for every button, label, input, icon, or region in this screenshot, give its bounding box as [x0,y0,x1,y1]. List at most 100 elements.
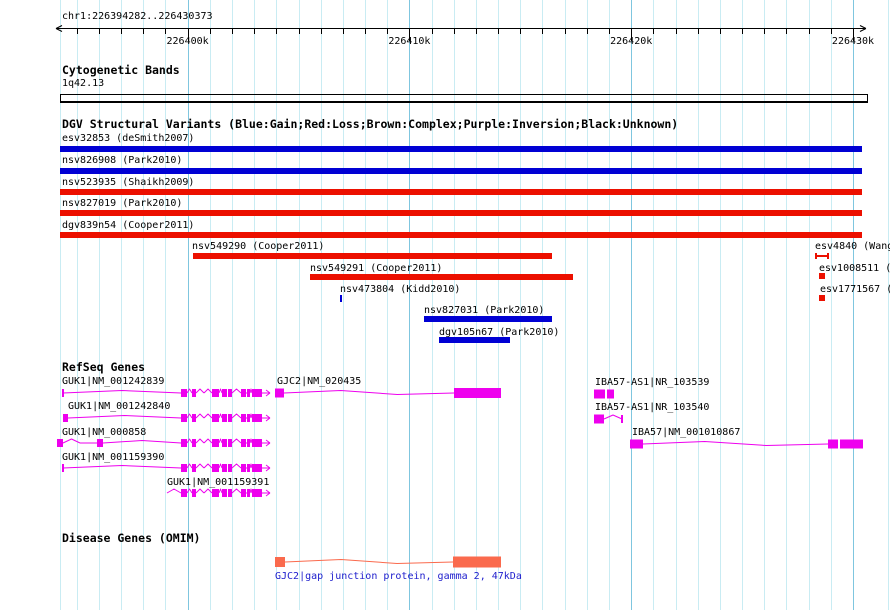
major-gridline [631,0,632,610]
gene-label[interactable]: GJC2|NM_020435 [277,376,362,387]
major-gridline [188,0,189,610]
gene-glyph[interactable] [59,459,274,477]
minor-gridline [165,0,166,610]
variant-bar[interactable] [60,168,862,174]
minor-gridline [676,0,677,610]
minor-gridline [587,0,588,610]
minor-gridline [653,0,654,610]
major-gridline [409,0,410,610]
minor-gridline [565,0,566,610]
variant-label[interactable]: dgv839n54 (Cooper2011) [62,220,195,231]
minor-gridline [720,0,721,610]
minor-gridline [121,0,122,610]
minor-gridline [498,0,499,610]
cytobands-header: Cytogenetic Bands [62,63,180,77]
gene-label[interactable]: GUK1|NM_000858 [62,427,147,438]
minor-gridline [520,0,521,610]
gene-label[interactable]: GUK1|NM_001159390 [62,452,165,463]
variant-label[interactable]: esv1008511 ( [819,263,890,274]
variant-tick[interactable] [340,295,342,302]
gene-glyph[interactable] [59,409,274,427]
variant-bar[interactable] [60,210,862,216]
variant-label[interactable]: esv4840 (Wang [815,241,890,252]
variant-label[interactable]: esv32853 (deSmith2007) [62,133,195,144]
minor-gridline [77,0,78,610]
minor-gridline [698,0,699,610]
dgv-header: DGV Structural Variants (Blue:Gain;Red:L… [62,117,679,131]
region-title: chr1:226394282..226430373 [62,11,213,22]
minor-gridline [276,0,277,610]
variant-label[interactable]: nsv826908 (Park2010) [62,155,183,166]
ruler-tick-label: 226430k [831,36,875,47]
ruler-tick-label: 226420k [610,36,653,47]
variant-label[interactable]: nsv549290 (Cooper2011) [192,241,325,252]
gene-glyph[interactable] [163,484,274,502]
gene-glyph[interactable] [271,553,505,571]
minor-gridline [542,0,543,610]
variant-bar[interactable] [60,146,862,152]
variant-bar[interactable] [424,316,552,322]
gene-glyph[interactable] [626,435,867,453]
minor-gridline [432,0,433,610]
ruler-tick-label: 226410k [388,36,431,47]
variant-label[interactable]: nsv827031 (Park2010) [424,305,545,316]
ruler-axis [55,25,867,41]
gene-glyph[interactable] [53,434,274,452]
gene-glyph[interactable] [59,384,274,402]
refseq-header: RefSeq Genes [62,360,146,374]
minor-gridline [210,0,211,610]
edge-gridline [60,0,61,610]
minor-gridline [742,0,743,610]
gene-glyph[interactable] [590,410,626,428]
variant-bar[interactable] [60,232,862,238]
minor-gridline [321,0,322,610]
minor-gridline [343,0,344,610]
minor-gridline [143,0,144,610]
gene-glyph[interactable] [271,384,505,402]
major-gridline [853,0,854,610]
minor-gridline [299,0,300,610]
gene-label[interactable]: GJC2|gap junction protein, gamma 2, 47kD… [275,571,522,582]
variant-bar[interactable] [439,337,510,343]
variant-bar[interactable] [60,189,862,195]
variant-ibeam[interactable] [815,252,829,260]
minor-gridline [454,0,455,610]
minor-gridline [232,0,233,610]
variant-bar[interactable] [310,274,573,280]
variant-label[interactable]: esv1771567 ( [820,284,890,295]
cytoband-box [60,94,868,103]
variant-label[interactable]: nsv473804 (Kidd2010) [340,284,461,295]
variant-bar[interactable] [193,253,552,259]
gene-label[interactable]: IBA57-AS1|NR_103540 [595,402,710,413]
minor-gridline [99,0,100,610]
variant-square[interactable] [819,273,825,279]
gene-label[interactable]: GUK1|NM_001242839 [62,376,165,387]
ruler-tick-label: 226400k [166,36,209,47]
minor-gridline [365,0,366,610]
minor-gridline [809,0,810,610]
variant-label[interactable]: dgv105n67 (Park2010) [439,327,560,338]
omim-header: Disease Genes (OMIM) [62,531,201,545]
variant-label[interactable]: nsv549291 (Cooper2011) [310,263,443,274]
minor-gridline [609,0,610,610]
minor-gridline [786,0,787,610]
variant-square[interactable] [819,295,825,301]
minor-gridline [764,0,765,610]
minor-gridline [476,0,477,610]
gene-glyph[interactable] [590,385,618,403]
gene-label[interactable]: GUK1|NM_001242840 [68,401,171,412]
variant-label[interactable]: nsv827019 (Park2010) [62,198,183,209]
edge-gridline [888,0,889,610]
variant-label[interactable]: nsv523935 (Shaikh2009) [62,177,195,188]
minor-gridline [387,0,388,610]
minor-gridline [254,0,255,610]
gene-label[interactable]: IBA57-AS1|NR_103539 [595,377,710,388]
cytoband-label: 1q42.13 [62,78,105,89]
minor-gridline [831,0,832,610]
gene-label[interactable]: GUK1|NM_001159391 [167,477,270,488]
gene-label[interactable]: IBA57|NM_001010867 [632,427,741,438]
